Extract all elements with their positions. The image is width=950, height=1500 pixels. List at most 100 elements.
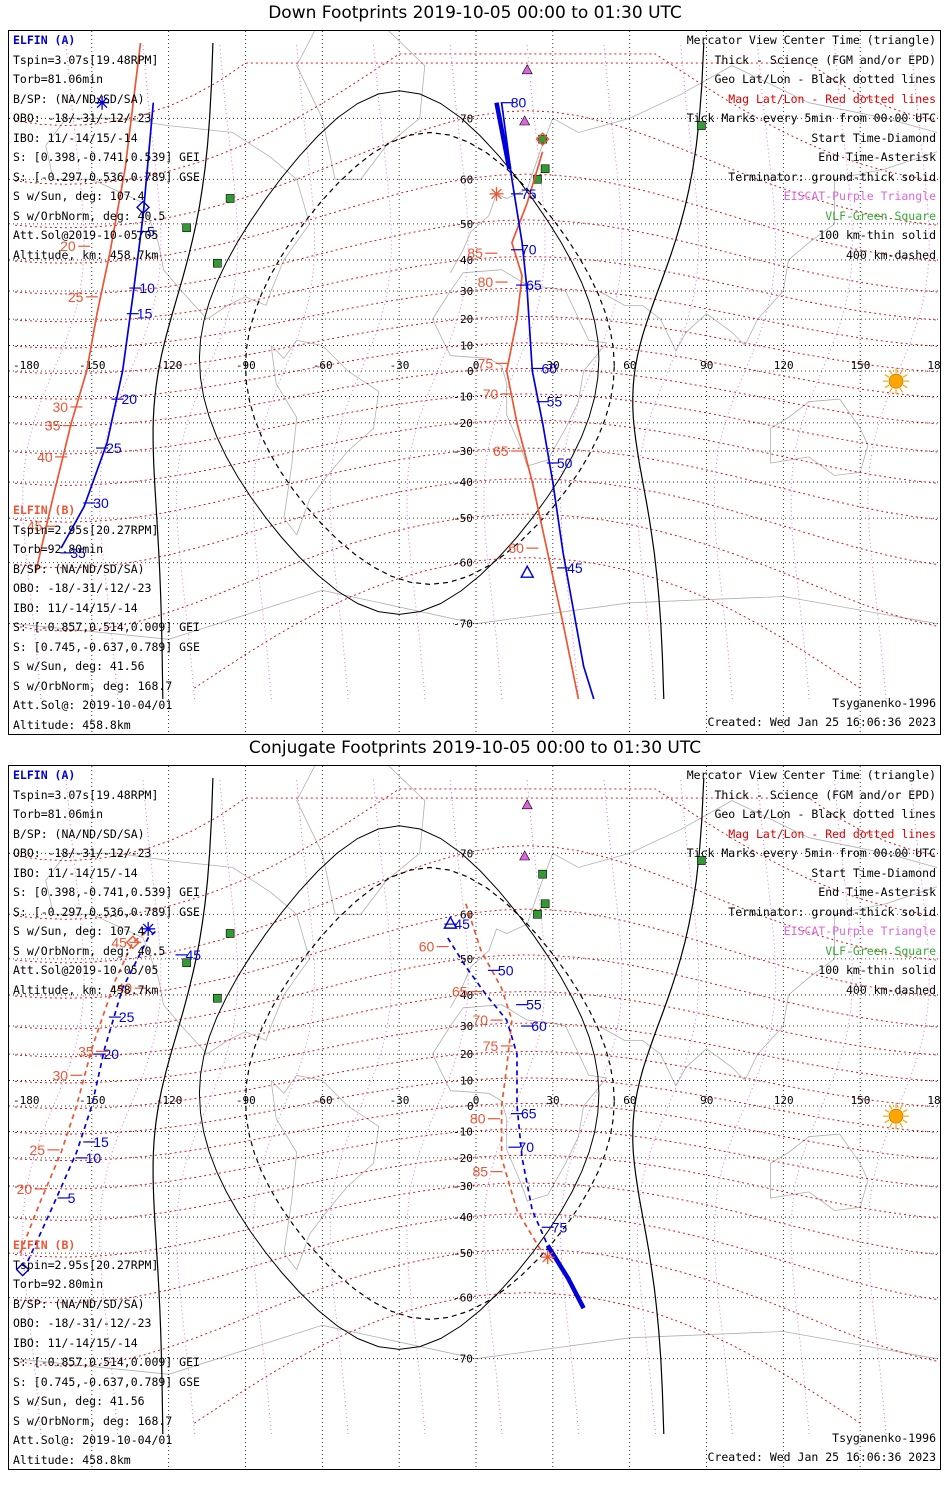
tick-label: 60	[508, 540, 524, 556]
lon-label: -30	[390, 359, 410, 372]
lat-label: 60	[460, 173, 473, 186]
tick-label: 25	[29, 1142, 45, 1158]
sat-b-info-line: Att.Sol@: 2019-10-04/01	[13, 1433, 173, 1447]
sat-b-info-line: B/SP: (NA/ND/SD/SA)	[13, 561, 145, 576]
track-markers	[95, 95, 550, 578]
sat-a-info-line: S w/OrbNorm, deg: 40.5	[13, 943, 166, 958]
tick-label: 55	[547, 394, 563, 410]
center-time-triangle-icon	[443, 915, 458, 929]
lat-label: 0	[467, 365, 474, 378]
sat-b-track-east	[464, 903, 544, 1254]
sat-a-info-line: Att.Sol@2019-10-05/05	[13, 228, 159, 242]
sat-a-info-line: S: [-0.297,0.536,0.789] GSE	[13, 904, 200, 919]
end-asterisk-icon	[96, 97, 108, 109]
terminator-ground	[152, 777, 705, 1435]
lat-label: 20	[460, 313, 473, 326]
lon-label: -180	[13, 1094, 40, 1107]
lon-label: 150	[851, 1094, 871, 1107]
legend-item: Terminator: ground-thick solid	[728, 169, 936, 184]
eiscat-triangle-icon	[519, 850, 531, 861]
tick-label: 50	[498, 962, 514, 978]
sat-a-track-east-science	[494, 102, 512, 170]
sat-a-info: ELFIN (A) Tspin=3.07s[19.48RPM] Torb=81.06…	[13, 31, 200, 265]
tick-label: 25	[68, 289, 84, 305]
sat-a-info-line: S: [0.398,-0.741,0.539] GEI	[13, 885, 200, 899]
sat-b-ticks-west: 20 25 30 35 40 45	[27, 238, 98, 534]
sat-b-info-line: S: [-0.857,0.514,0.009] GEI	[13, 1355, 200, 1369]
tick-label: 40	[37, 449, 53, 465]
lat-label: -20	[453, 417, 473, 430]
sat-b-info: ELFIN (B) Tspin=2.95s[20.27RPM] Torb=92.80…	[13, 501, 200, 734]
tick-label: 20	[17, 1181, 33, 1197]
lat-label: 60	[460, 908, 473, 921]
tick-label: 45	[185, 947, 201, 963]
sat-a-info-name: ELFIN (A)	[13, 33, 76, 47]
legend-item: Geo Lat/Lon - Black dotted lines	[714, 807, 936, 821]
eiscat-triangle-icon	[519, 115, 531, 126]
tick-label: 65	[493, 443, 509, 459]
sat-a-info-line: OBO: -18/-31/-12/-23	[13, 846, 152, 860]
lat-label: -60	[453, 1292, 473, 1305]
legend-item: VLF-Green Square	[825, 943, 936, 958]
lon-label: -120	[156, 1094, 183, 1107]
legend: Mercator View Center Time (triangle) Thic…	[687, 766, 936, 1000]
sat-a-info-line: B/SP: (NA/ND/SD/SA)	[13, 826, 145, 841]
lon-label: 120	[774, 1094, 794, 1107]
legend-item: Start Time-Diamond	[811, 865, 936, 880]
sat-a-track-east-science	[545, 1244, 586, 1310]
tick-label: 70	[521, 242, 537, 258]
tick-label: 45	[27, 518, 43, 534]
tick-label: 5	[147, 224, 155, 240]
lat-label: 70	[460, 112, 473, 125]
sat-b-track-east	[505, 151, 580, 700]
terminator-100km	[198, 90, 600, 615]
lon-label: 180	[927, 1094, 941, 1107]
sat-b-info-line: Tspin=2.95s[20.27RPM]	[13, 522, 159, 537]
lon-label: 90	[700, 1094, 713, 1107]
lon-label: 180	[927, 359, 941, 372]
tick-label: 30	[93, 495, 109, 511]
tick-label: 10	[139, 280, 155, 296]
tick-label: 40	[116, 980, 132, 996]
footer-model: Tsyganenko-1996	[832, 696, 936, 710]
sat-b-info-line: Att.Sol@: 2019-10-04/01	[13, 698, 173, 712]
terminator-100km	[198, 825, 600, 1350]
lat-label: 10	[460, 1074, 473, 1087]
sat-b-info-name: ELFIN (B)	[13, 503, 76, 517]
sat-b-info-line: Torb=92.80min	[13, 1277, 104, 1291]
lat-label: -70	[453, 618, 473, 631]
track-markers	[15, 915, 555, 1277]
vlf-square-icon	[538, 134, 547, 144]
sat-b-info-line: IBO: 11/-14/15/-14	[13, 600, 138, 615]
sat-a-info-line: S w/OrbNorm, deg: 40.5	[13, 208, 166, 223]
lat-label: 70	[460, 847, 473, 860]
sat-a-info-line: OBO: -18/-31/-12/-23	[13, 111, 152, 125]
tick-label: 65	[452, 984, 468, 1000]
sat-a-info-line: Torb=81.06min	[13, 807, 104, 821]
sat-a-info-line: S: [0.398,-0.741,0.539] GEI	[13, 150, 200, 164]
sat-b-info-line: S w/OrbNorm, deg: 168.7	[13, 678, 173, 693]
down-footprints-panel: -180-150-120-90-60-300306090120150180706…	[8, 30, 941, 735]
sat-a-info-line: S w/Sun, deg: 107.4	[13, 189, 145, 203]
tick-label: 15	[137, 306, 153, 322]
sat-a-info-name: ELFIN (A)	[13, 768, 76, 782]
center-time-triangle-icon	[520, 564, 535, 578]
geo-grid	[9, 766, 940, 1469]
sat-a-ticks-east-top: 80 75	[500, 95, 537, 202]
tick-label: 85	[472, 1164, 488, 1180]
tick-label: 80	[511, 95, 527, 111]
tick-label: 5	[68, 1190, 76, 1206]
sat-b-info-line: S: [0.745,-0.637,0.789] GSE	[13, 639, 200, 654]
mag-grid	[14, 788, 938, 1424]
sat-a-info-line: S w/Sun, deg: 107.4	[13, 924, 145, 938]
vlf-square-icon	[540, 164, 550, 174]
map-canvas: -180-150-120-90-60-300306090120150180706…	[9, 31, 941, 734]
legend-item: 100 km-thin solid	[818, 228, 936, 242]
sat-b-info-line: B/SP: (NA/ND/SD/SA)	[13, 1296, 145, 1311]
tick-label: 15	[93, 1134, 109, 1150]
sat-a-info-line: Att.Sol@2019-10-05/05	[13, 963, 159, 977]
lat-label: 40	[460, 989, 473, 1002]
vlf-square-icon	[697, 121, 706, 130]
start-diamond-icon	[535, 132, 550, 147]
conjugate-footprints-panel: -180-150-120-90-60-300306090120150180706…	[8, 765, 941, 1470]
